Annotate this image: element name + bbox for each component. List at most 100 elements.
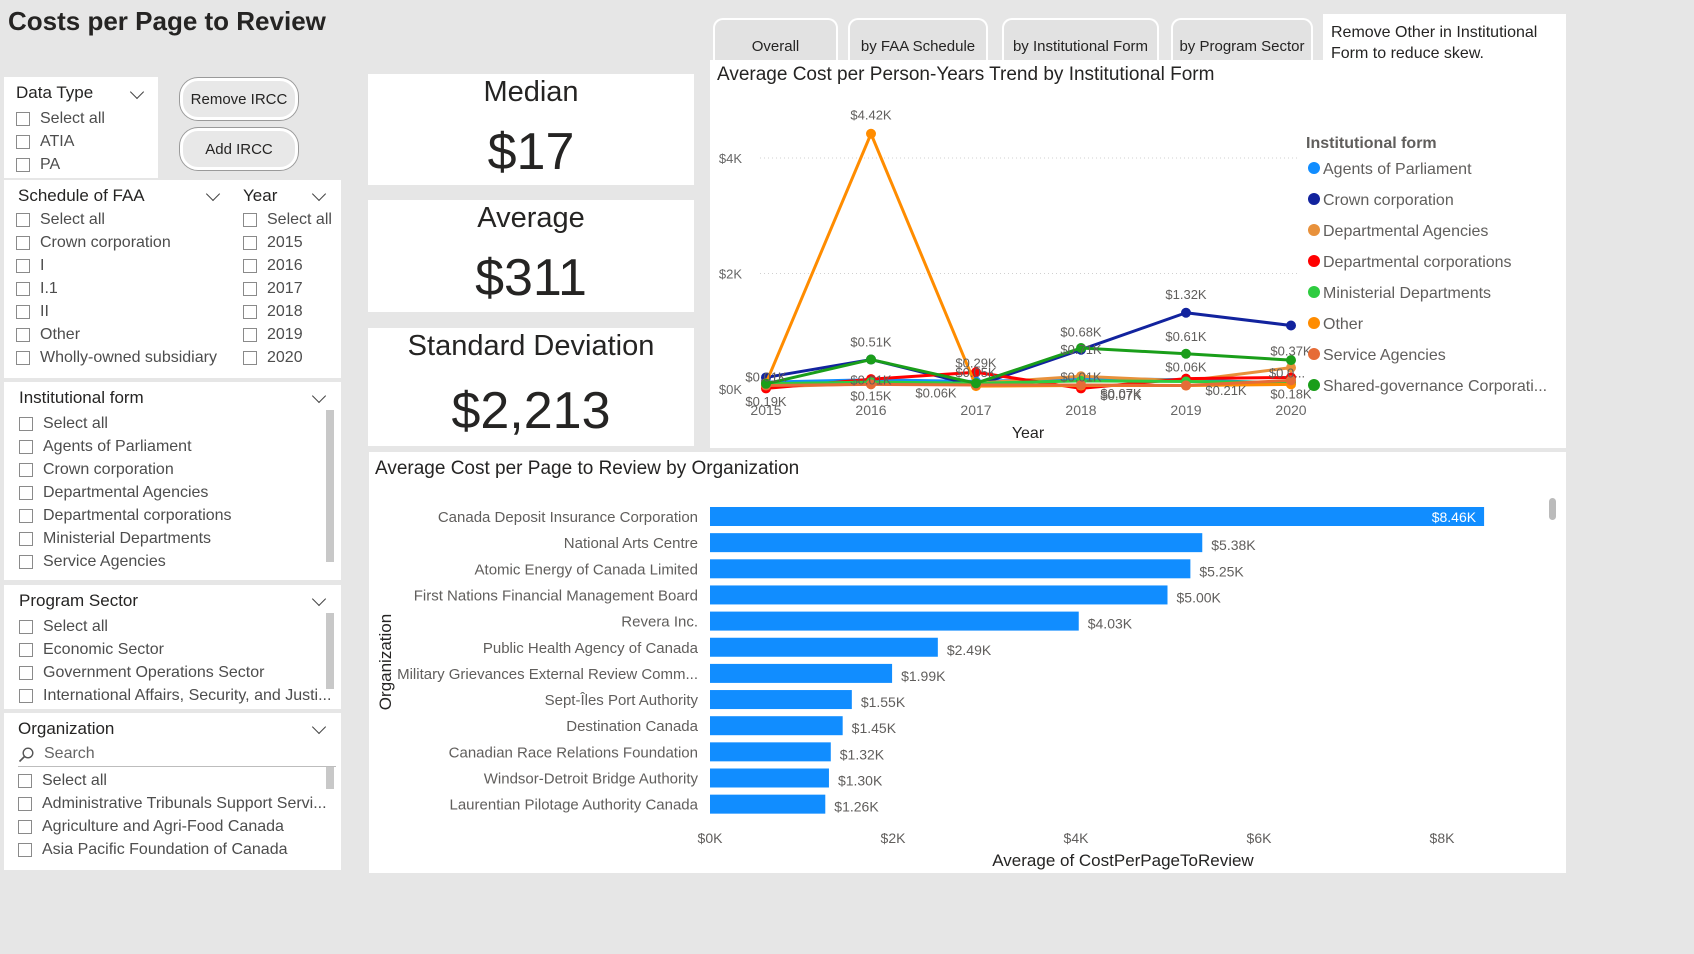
- slicer-option[interactable]: Select all: [16, 107, 105, 130]
- checkbox[interactable]: [18, 773, 32, 788]
- slicer-option[interactable]: Government Operations Sector: [19, 661, 331, 684]
- slicer-option[interactable]: Administrative Tribunals Support Servi..…: [18, 792, 327, 815]
- slicer-option[interactable]: ATIA: [16, 130, 105, 153]
- chevron-down-icon[interactable]: [311, 719, 327, 735]
- slicer-option[interactable]: Ministerial Departments: [19, 527, 232, 550]
- checkbox[interactable]: [243, 350, 257, 365]
- card-value: $17: [487, 123, 575, 181]
- add-ircc-button[interactable]: Add IRCC: [180, 128, 298, 170]
- checkbox[interactable]: [16, 350, 30, 365]
- data-point: [1181, 307, 1191, 318]
- chevron-down-icon[interactable]: [311, 186, 327, 202]
- chevron-down-icon[interactable]: [129, 84, 145, 100]
- checkbox[interactable]: [243, 212, 257, 227]
- slicer-option[interactable]: 2020: [243, 346, 332, 369]
- slicer-option[interactable]: 2019: [243, 323, 332, 346]
- bar: [710, 716, 843, 736]
- slicer-option[interactable]: International Affairs, Security, and Jus…: [19, 684, 331, 707]
- slicer-option[interactable]: 2015: [243, 231, 332, 254]
- slicer-option[interactable]: Agents of Parliament: [19, 435, 232, 458]
- slicer-option[interactable]: Select all: [243, 208, 332, 231]
- data-label: $0.71K: [1060, 342, 1102, 357]
- tab-by-program-sector[interactable]: by Program Sector: [1171, 18, 1313, 60]
- checkbox[interactable]: [16, 134, 30, 149]
- option-label: Government Operations Sector: [43, 663, 265, 681]
- checkbox[interactable]: [243, 258, 257, 273]
- data-label: $1.99K: [901, 668, 946, 684]
- slicer-option[interactable]: Departmental corporations: [19, 504, 232, 527]
- checkbox[interactable]: [243, 281, 257, 296]
- slicer-option[interactable]: 2016: [243, 254, 332, 277]
- data-label: $0.01K: [850, 372, 892, 387]
- checkbox[interactable]: [19, 688, 33, 703]
- slicer-option[interactable]: PA: [16, 153, 105, 176]
- checkbox[interactable]: [19, 485, 33, 500]
- checkbox[interactable]: [243, 327, 257, 342]
- y-tick-label: $2K: [719, 267, 742, 282]
- slicer-option[interactable]: Economic Sector: [19, 638, 331, 661]
- checkbox[interactable]: [19, 619, 33, 634]
- tab-by-faa-schedule[interactable]: by FAA Schedule: [848, 18, 988, 60]
- checkbox[interactable]: [16, 258, 30, 273]
- checkbox[interactable]: [16, 111, 30, 126]
- slicer-option[interactable]: I.1: [16, 277, 217, 300]
- slicer-option[interactable]: Select all: [16, 208, 217, 231]
- scrollbar[interactable]: [326, 613, 334, 689]
- chevron-down-icon[interactable]: [311, 591, 327, 607]
- checkbox[interactable]: [243, 235, 257, 250]
- slicer-option[interactable]: Select all: [18, 769, 327, 792]
- scrollbar[interactable]: [1549, 498, 1556, 520]
- data-point: [1286, 320, 1296, 331]
- remove-ircc-button[interactable]: Remove IRCC: [180, 78, 298, 120]
- scrollbar[interactable]: [326, 767, 334, 789]
- slicer-option[interactable]: Service Agencies: [19, 550, 232, 573]
- checkbox[interactable]: [19, 642, 33, 657]
- slicer-option[interactable]: Crown corporation: [16, 231, 217, 254]
- slicer-option[interactable]: II: [16, 300, 217, 323]
- checkbox[interactable]: [19, 462, 33, 477]
- chevron-down-icon[interactable]: [205, 186, 221, 202]
- checkbox[interactable]: [19, 439, 33, 454]
- search-input[interactable]: Search: [44, 745, 95, 762]
- slicer-option[interactable]: Wholly-owned subsidiary: [16, 346, 217, 369]
- slicer-option[interactable]: Other: [16, 323, 217, 346]
- checkbox[interactable]: [16, 212, 30, 227]
- option-label: 2017: [267, 279, 303, 297]
- checkbox[interactable]: [19, 665, 33, 680]
- chart-title: Average Cost per Person-Years Trend by I…: [717, 64, 1215, 85]
- checkbox[interactable]: [18, 819, 32, 834]
- slicer-option[interactable]: Departmental Agencies: [19, 481, 232, 504]
- checkbox[interactable]: [19, 554, 33, 569]
- legend-item: Crown corporation: [1323, 192, 1454, 209]
- checkbox[interactable]: [16, 327, 30, 342]
- legend-item: Ministerial Departments: [1323, 285, 1491, 302]
- checkbox[interactable]: [18, 842, 32, 857]
- slicer-option[interactable]: I: [16, 254, 217, 277]
- tab-overall[interactable]: Overall: [713, 18, 838, 60]
- slicer-option[interactable]: 2017: [243, 277, 332, 300]
- slicer-option[interactable]: Select all: [19, 412, 232, 435]
- slicer-option[interactable]: Crown corporation: [19, 458, 232, 481]
- scrollbar[interactable]: [326, 410, 334, 562]
- slicer-option[interactable]: 2018: [243, 300, 332, 323]
- checkbox[interactable]: [19, 508, 33, 523]
- checkbox[interactable]: [16, 281, 30, 296]
- bar-chart: Canada Deposit Insurance Corporation $8.4…: [376, 507, 1485, 870]
- slicer-option[interactable]: Asia Pacific Foundation of Canada: [18, 838, 327, 861]
- checkbox[interactable]: [16, 304, 30, 319]
- search-box[interactable]: Search: [18, 744, 336, 767]
- checkbox[interactable]: [16, 157, 30, 172]
- chevron-down-icon[interactable]: [311, 388, 327, 404]
- checkbox[interactable]: [19, 531, 33, 546]
- slicer-option[interactable]: Select all: [19, 615, 331, 638]
- tab-by-institutional-form[interactable]: by Institutional Form: [1002, 18, 1159, 60]
- data-label: $0.18K: [1270, 387, 1312, 402]
- option-label: Administrative Tribunals Support Servi..…: [42, 794, 327, 812]
- checkbox[interactable]: [19, 416, 33, 431]
- note-box: Remove Other in Institutional Form to re…: [1323, 14, 1566, 66]
- checkbox[interactable]: [18, 796, 32, 811]
- slicer-option[interactable]: Agriculture and Agri-Food Canada: [18, 815, 327, 838]
- checkbox[interactable]: [16, 235, 30, 250]
- checkbox[interactable]: [243, 304, 257, 319]
- series-line: [765, 378, 1292, 388]
